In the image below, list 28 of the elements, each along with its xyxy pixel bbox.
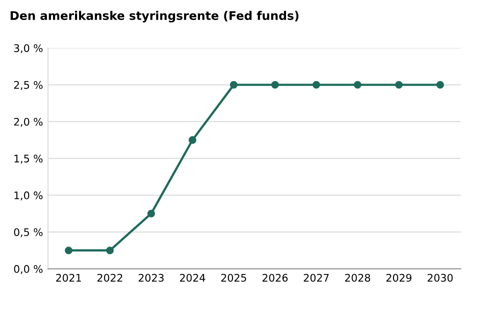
x-tick-label: 2029 xyxy=(386,274,412,282)
point xyxy=(271,80,279,89)
point xyxy=(436,80,444,89)
x-tick-label: 2027 xyxy=(304,274,329,282)
x-tick-label: 2024 xyxy=(180,274,206,282)
y-tick-label: 2,0 % xyxy=(14,118,43,127)
chart-title: Den amerikanske styringsrente (Fed funds) xyxy=(10,10,298,22)
y-tick-label: 3,0 % xyxy=(14,44,43,54)
x-tick-label: 2021 xyxy=(56,274,81,282)
point xyxy=(188,136,196,144)
point xyxy=(147,210,156,218)
point xyxy=(230,80,238,89)
x-tick-label: 2030 xyxy=(428,274,453,282)
x-tick-label: 2023 xyxy=(138,274,164,282)
y-tick-label: 1,5 % xyxy=(14,154,43,164)
point xyxy=(395,80,403,89)
y-tick-label: 1,0 % xyxy=(14,191,43,200)
point xyxy=(312,80,320,89)
y-tick-label: 0,5 % xyxy=(14,228,43,238)
y-tick-label: 2,5 % xyxy=(14,81,43,90)
x-tick-label: 2022 xyxy=(97,274,122,282)
point xyxy=(106,246,114,254)
x-tick-label: 2025 xyxy=(221,274,246,282)
x-tick-label: 2026 xyxy=(262,274,288,282)
point xyxy=(64,246,72,254)
y-tick-label: 0,0 % xyxy=(14,265,43,274)
point xyxy=(354,80,362,89)
x-tick-label: 2028 xyxy=(345,274,370,282)
